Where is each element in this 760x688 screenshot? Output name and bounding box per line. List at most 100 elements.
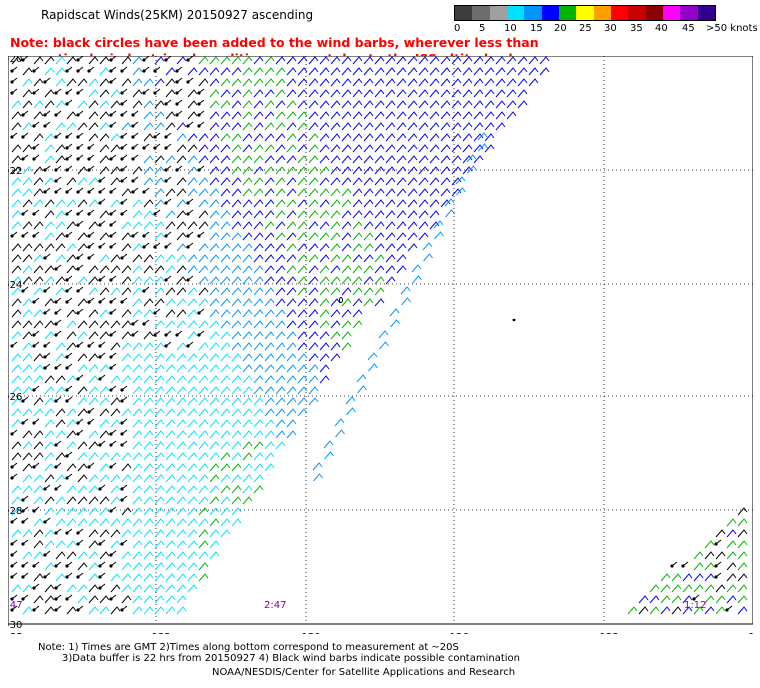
wind-barb bbox=[10, 341, 18, 348]
wind-barb bbox=[297, 144, 308, 153]
wind-barb bbox=[98, 572, 106, 579]
barb-shaft bbox=[297, 144, 308, 153]
barb-shaft bbox=[253, 122, 264, 131]
barb-shaft bbox=[99, 78, 110, 87]
wind-barb bbox=[253, 144, 264, 153]
wind-barb bbox=[374, 177, 385, 186]
wind-barb bbox=[54, 264, 62, 271]
barb-shaft bbox=[341, 265, 352, 274]
wind-barb bbox=[198, 540, 209, 549]
barb-shaft bbox=[165, 452, 176, 461]
barb-shaft bbox=[429, 199, 440, 208]
barb-shaft bbox=[253, 353, 264, 362]
wind-barb bbox=[726, 540, 737, 549]
barb-shaft bbox=[319, 298, 330, 307]
wind-barb bbox=[164, 341, 172, 348]
wind-barb bbox=[175, 165, 183, 172]
wind-barb bbox=[253, 133, 264, 142]
barb-shaft bbox=[176, 441, 187, 450]
barb-shaft bbox=[726, 551, 737, 560]
barb-shaft bbox=[231, 353, 242, 362]
barb-shaft bbox=[451, 122, 462, 131]
wind-barb bbox=[385, 243, 396, 252]
wind-barb bbox=[440, 89, 451, 98]
wind-barb bbox=[32, 462, 40, 469]
barb-shaft bbox=[693, 562, 704, 571]
barb-shaft bbox=[154, 242, 161, 248]
barb-shaft bbox=[385, 232, 396, 241]
barb-shaft bbox=[231, 144, 242, 153]
barb-shaft bbox=[187, 573, 198, 582]
wind-barb bbox=[374, 166, 385, 175]
barb-shaft bbox=[66, 396, 73, 402]
wind-barb bbox=[308, 67, 319, 76]
wind-barb bbox=[187, 474, 198, 483]
barb-shaft bbox=[55, 155, 66, 164]
barb-shaft bbox=[275, 144, 286, 153]
barb-shaft bbox=[121, 276, 132, 285]
barb-shaft bbox=[297, 188, 308, 197]
wind-barb bbox=[286, 67, 297, 76]
wind-barb bbox=[11, 441, 22, 450]
wind-barb bbox=[495, 100, 506, 109]
barb-shaft bbox=[66, 342, 77, 351]
wind-barb bbox=[308, 78, 319, 87]
barb-shaft bbox=[110, 254, 121, 263]
barb-shaft bbox=[99, 275, 106, 281]
wind-barb bbox=[451, 89, 462, 98]
barb-shaft bbox=[231, 89, 242, 98]
wind-barb bbox=[66, 56, 77, 65]
wind-barb bbox=[220, 210, 231, 219]
barb-shaft bbox=[390, 319, 400, 328]
wind-barb bbox=[143, 463, 154, 472]
barb-shaft bbox=[341, 221, 352, 230]
latitude-label: -22 bbox=[8, 166, 22, 177]
wind-barb bbox=[714, 561, 722, 568]
wind-barb bbox=[737, 606, 748, 615]
barb-shaft bbox=[231, 100, 242, 109]
barb-shaft bbox=[209, 529, 220, 538]
barb-shaft bbox=[297, 276, 308, 285]
barb-shaft bbox=[242, 452, 253, 461]
barb-shaft bbox=[440, 111, 451, 120]
barb-shaft bbox=[275, 67, 286, 76]
barb-shaft bbox=[22, 342, 33, 351]
barb-shaft bbox=[88, 551, 99, 560]
barb-shaft bbox=[297, 320, 308, 329]
wind-barb bbox=[297, 111, 308, 120]
barb-shaft bbox=[473, 89, 484, 98]
barb-shaft bbox=[187, 397, 198, 406]
barb-shaft bbox=[297, 265, 308, 274]
barb-shaft bbox=[726, 595, 737, 604]
barb-shaft bbox=[132, 89, 143, 98]
barb-shaft bbox=[66, 561, 73, 567]
wind-barb bbox=[154, 419, 165, 428]
barb-shaft bbox=[88, 253, 95, 259]
barb-shaft bbox=[297, 353, 308, 362]
barb-shaft bbox=[275, 155, 286, 164]
barb-shaft bbox=[242, 243, 253, 252]
barb-shaft bbox=[253, 188, 264, 197]
barb-shaft bbox=[385, 166, 396, 175]
wind-barb bbox=[649, 584, 660, 593]
barb-shaft bbox=[55, 78, 66, 87]
barb-shaft bbox=[132, 110, 139, 116]
wind-barb bbox=[220, 89, 231, 98]
barb-shaft bbox=[429, 100, 440, 109]
wind-barb bbox=[65, 352, 73, 359]
barb-shaft bbox=[110, 154, 117, 160]
barb-shaft bbox=[66, 154, 73, 160]
legend-swatch bbox=[455, 6, 473, 20]
wind-barb bbox=[154, 232, 165, 241]
barb-shaft bbox=[44, 276, 55, 285]
barb-shaft bbox=[297, 386, 308, 395]
wind-barb bbox=[66, 243, 77, 252]
wind-barb bbox=[242, 166, 253, 175]
wind-barb bbox=[253, 353, 264, 362]
barb-shaft bbox=[121, 551, 132, 560]
wind-barb bbox=[142, 319, 150, 326]
wind-barb bbox=[33, 78, 44, 87]
wind-barb bbox=[21, 594, 29, 601]
wind-barb bbox=[143, 100, 154, 109]
wind-barb bbox=[143, 496, 154, 505]
